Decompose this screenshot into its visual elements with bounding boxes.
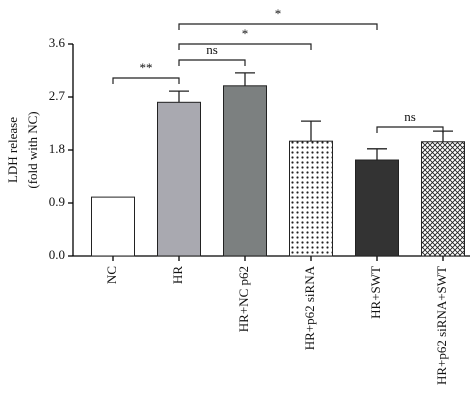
bar <box>289 140 333 257</box>
x-tick-label: HR+p62 siRNA+SWT <box>434 266 449 385</box>
significance-label: * <box>275 6 282 21</box>
y-tick-label: 3.6 <box>49 35 66 50</box>
significance-bracket <box>112 77 180 84</box>
error-bar <box>367 148 387 161</box>
x-tick-label: HR+p62 siRNA <box>302 265 317 350</box>
bar <box>91 196 135 257</box>
y-tick-label: 0.9 <box>49 194 65 209</box>
significance-bracket <box>376 126 444 133</box>
significance-bracket <box>178 23 378 30</box>
significance-label: ns <box>206 42 218 57</box>
x-tick-label: HR+NC p62 <box>236 266 251 332</box>
error-bar <box>235 72 255 86</box>
y-tick-label: 2.7 <box>49 88 66 103</box>
bar <box>157 101 201 257</box>
y-tick-label: 0.0 <box>49 247 65 262</box>
bar <box>355 159 399 257</box>
error-bar <box>169 90 189 103</box>
significance-label: ** <box>140 60 153 75</box>
x-tick-label: HR+SWT <box>368 266 383 319</box>
y-axis-label: LDH release <box>5 117 20 183</box>
significance-label: * <box>242 26 249 41</box>
significance-bracket <box>178 59 246 66</box>
y-axis-label: (fold with NC) <box>25 111 40 188</box>
bar <box>223 85 267 257</box>
significance-label: ns <box>404 109 416 124</box>
bar <box>421 141 465 257</box>
y-tick-label: 1.8 <box>49 141 65 156</box>
error-bar <box>301 120 321 142</box>
significance-bracket <box>178 43 312 50</box>
x-tick-label: HR <box>170 266 185 284</box>
x-tick-label: NC <box>104 266 119 284</box>
